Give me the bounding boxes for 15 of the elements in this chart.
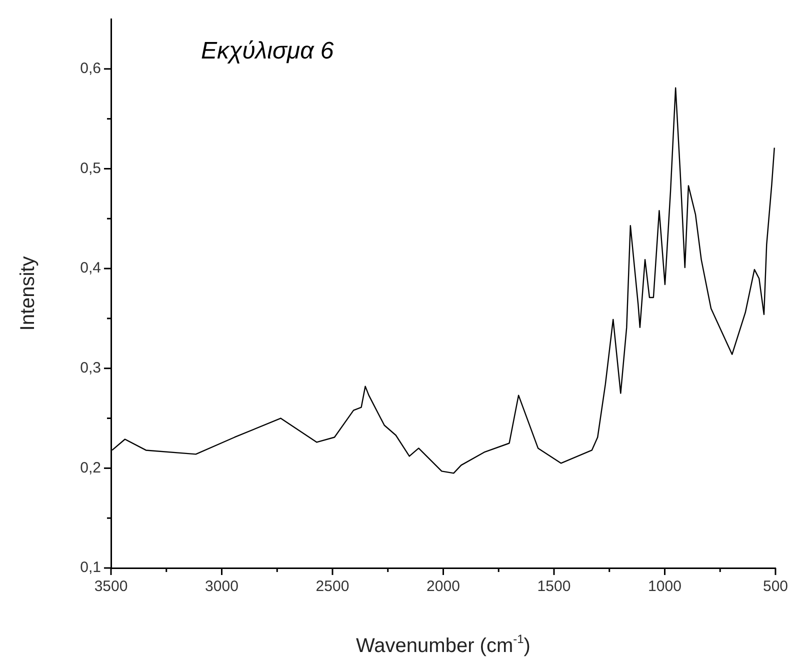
- text: Εκχύλισμα 6: [201, 38, 334, 65]
- x-tick-label: 1500: [537, 578, 571, 596]
- y-tick-label: 0,2: [80, 459, 101, 476]
- y-tick-label: 0,6: [80, 60, 101, 78]
- x-tick-label: 3000: [205, 578, 238, 596]
- x-tick-label: 2500: [316, 578, 350, 596]
- y-tick-label: 0,4: [80, 260, 101, 277]
- x-tick-label: 1000: [648, 578, 682, 596]
- x-tick-label: 2000: [426, 578, 460, 596]
- y-axis-title: Intensity: [17, 256, 39, 331]
- y-tick-label: 0,3: [80, 360, 101, 377]
- x-tick-label: 3500: [94, 578, 128, 596]
- y-tick-label: 0,5: [80, 160, 101, 177]
- x-tick-label: 500: [762, 578, 788, 596]
- y-tick-label: 0,1: [80, 559, 101, 576]
